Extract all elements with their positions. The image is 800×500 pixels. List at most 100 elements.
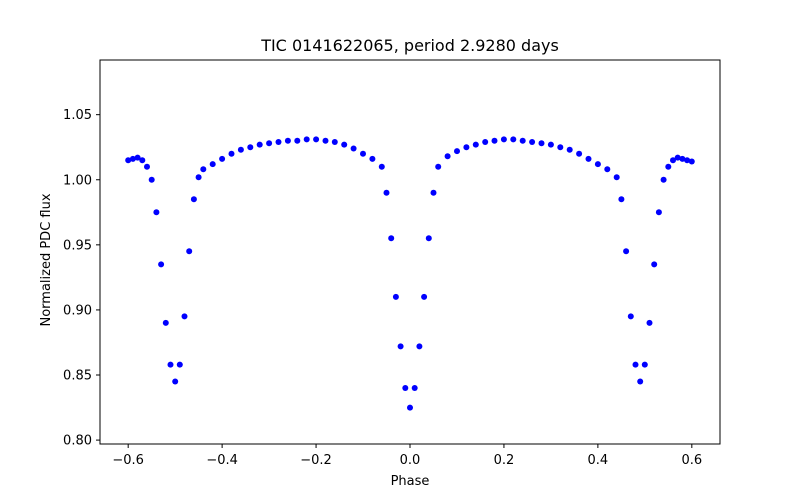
data-point (284, 137, 291, 144)
data-point (341, 141, 348, 148)
data-point (134, 154, 141, 161)
data-point (425, 235, 432, 242)
x-axis-ticks: −0.6 −0.4 −0.2 0.0 0.2 0.4 0.6 (112, 444, 702, 468)
data-point (482, 139, 489, 145)
data-point (500, 136, 507, 143)
data-point (153, 209, 160, 216)
data-point (402, 385, 409, 391)
data-point (623, 248, 630, 255)
data-point (604, 166, 611, 173)
y-tick-label: 0.95 (63, 238, 92, 253)
x-tick-label: 0.6 (681, 453, 702, 468)
data-point (256, 141, 263, 148)
x-tick-label: −0.2 (300, 453, 332, 468)
plot-area: −0.6 −0.4 −0.2 0.0 0.2 0.4 0.6 0.80 0.85 0.90 0.9… (63, 59, 721, 468)
data-point (331, 139, 338, 145)
data-point (529, 139, 536, 145)
data-point (129, 155, 136, 162)
data-point (416, 343, 423, 350)
data-point (651, 261, 658, 268)
data-point (557, 144, 564, 151)
data-point (275, 139, 282, 145)
data-point (660, 176, 667, 183)
y-tick-label: 0.80 (63, 434, 92, 449)
data-point (294, 137, 301, 144)
data-point (472, 141, 479, 148)
data-point (228, 150, 235, 157)
data-point (144, 163, 150, 170)
data-point (519, 137, 526, 144)
x-tick-label: 0.2 (494, 453, 515, 468)
y-axis-label: Normalized PDC flux (39, 193, 54, 326)
data-point (665, 163, 672, 170)
data-point (632, 361, 639, 368)
data-point (618, 196, 625, 203)
data-point (430, 189, 437, 196)
data-point (407, 404, 413, 411)
data-point (247, 144, 254, 151)
data-point (679, 155, 686, 162)
data-point (510, 136, 517, 143)
y-tick-label: 0.90 (63, 303, 92, 318)
data-point (421, 293, 428, 300)
data-point (303, 136, 310, 143)
data-point (195, 174, 202, 181)
data-point (463, 144, 470, 151)
data-point (383, 189, 390, 196)
data-point (392, 293, 399, 300)
data-point (181, 313, 188, 320)
data-point (444, 153, 451, 160)
data-point (646, 319, 653, 326)
data-point (435, 163, 442, 170)
chart-title: TIC 0141622065, period 2.9280 days (260, 36, 559, 55)
data-point (125, 157, 132, 164)
data-point (200, 166, 207, 173)
data-point (613, 174, 620, 181)
data-point (266, 140, 273, 147)
data-point (378, 163, 385, 170)
data-point (684, 157, 691, 164)
x-tick-label: 0.0 (400, 453, 421, 468)
data-point (219, 155, 226, 162)
data-point (538, 140, 545, 147)
x-axis-label: Phase (391, 474, 430, 489)
data-point (237, 146, 244, 153)
data-point (566, 146, 573, 153)
data-point (162, 319, 169, 326)
data-point (158, 261, 165, 268)
data-point (674, 154, 681, 161)
data-point (688, 158, 695, 165)
data-point (388, 235, 395, 242)
data-point (454, 148, 460, 155)
data-point (209, 161, 216, 168)
x-tick-label: 0.4 (588, 453, 609, 468)
data-point (627, 313, 634, 320)
data-point (313, 136, 320, 143)
data-point (322, 137, 329, 144)
data-point (411, 385, 418, 391)
data-point (172, 378, 179, 385)
data-point (139, 157, 146, 164)
y-axis-ticks: 0.80 0.85 0.90 0.95 1.00 1.05 (63, 108, 100, 449)
data-point (176, 361, 183, 368)
data-point (190, 196, 197, 203)
y-tick-label: 1.00 (63, 173, 92, 188)
data-point (655, 209, 662, 216)
data-point (148, 176, 155, 183)
data-points (125, 136, 695, 411)
data-point (360, 150, 366, 157)
data-point (547, 141, 554, 148)
x-tick-label: −0.4 (206, 453, 238, 468)
data-point (491, 137, 498, 144)
data-point (637, 378, 644, 385)
data-point (585, 155, 592, 162)
x-tick-label: −0.6 (112, 453, 144, 468)
data-point (594, 161, 601, 168)
data-point (350, 145, 357, 152)
data-point (167, 361, 174, 368)
y-tick-label: 1.05 (63, 108, 92, 123)
data-point (670, 157, 676, 164)
data-point (397, 343, 404, 350)
